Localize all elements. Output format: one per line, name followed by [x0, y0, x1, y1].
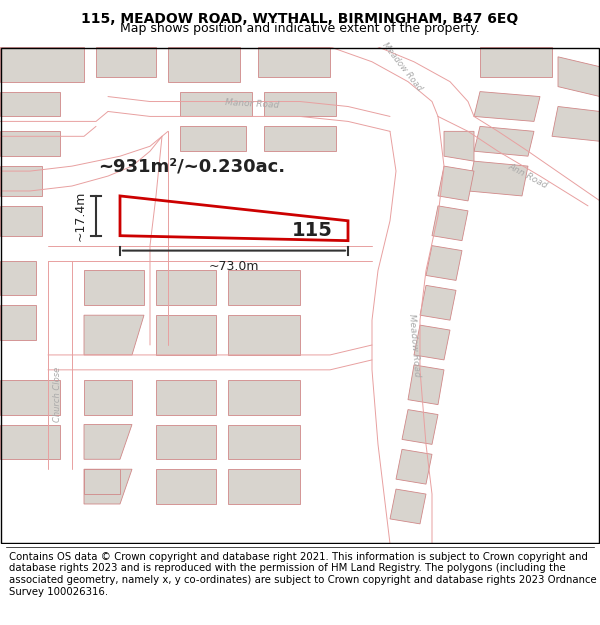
Polygon shape: [396, 449, 432, 484]
Polygon shape: [264, 92, 336, 116]
Polygon shape: [156, 380, 216, 414]
Bar: [1, 48, 599, 542]
Polygon shape: [426, 246, 462, 281]
Polygon shape: [0, 424, 60, 459]
Polygon shape: [420, 286, 456, 320]
Polygon shape: [228, 424, 300, 459]
Polygon shape: [84, 469, 132, 504]
Polygon shape: [414, 325, 450, 360]
Text: Ann Road: Ann Road: [506, 162, 550, 190]
Polygon shape: [228, 469, 300, 504]
Text: ~17.4m: ~17.4m: [74, 191, 87, 241]
Text: ~931m²/~0.230ac.: ~931m²/~0.230ac.: [98, 157, 286, 175]
Polygon shape: [0, 166, 42, 196]
Polygon shape: [474, 126, 534, 156]
Polygon shape: [438, 166, 474, 201]
Polygon shape: [84, 271, 144, 305]
Text: 115: 115: [292, 221, 332, 240]
Text: Contains OS data © Crown copyright and database right 2021. This information is : Contains OS data © Crown copyright and d…: [9, 552, 596, 597]
Polygon shape: [228, 380, 300, 414]
Polygon shape: [180, 92, 252, 116]
Polygon shape: [408, 365, 444, 404]
Text: Church Close: Church Close: [53, 367, 62, 423]
Polygon shape: [84, 469, 120, 494]
Polygon shape: [264, 126, 336, 151]
Polygon shape: [432, 206, 468, 241]
Polygon shape: [0, 131, 60, 156]
Polygon shape: [558, 57, 600, 96]
Polygon shape: [474, 92, 540, 121]
Polygon shape: [0, 305, 36, 340]
Polygon shape: [84, 424, 132, 459]
Polygon shape: [552, 106, 600, 141]
Text: Meadow Road: Meadow Road: [407, 313, 421, 377]
Text: ~73.0m: ~73.0m: [209, 259, 259, 272]
Polygon shape: [0, 47, 84, 82]
Polygon shape: [0, 380, 60, 414]
Polygon shape: [390, 489, 426, 524]
Polygon shape: [228, 271, 300, 305]
Polygon shape: [156, 315, 216, 355]
Polygon shape: [96, 47, 156, 77]
Polygon shape: [156, 271, 216, 305]
Polygon shape: [180, 126, 246, 151]
Polygon shape: [468, 161, 528, 196]
Text: Meadow Road: Meadow Road: [380, 41, 424, 92]
Polygon shape: [168, 47, 240, 82]
Polygon shape: [0, 92, 60, 116]
Polygon shape: [0, 261, 36, 295]
Polygon shape: [84, 315, 144, 355]
Polygon shape: [156, 469, 216, 504]
Polygon shape: [156, 424, 216, 459]
Polygon shape: [228, 315, 300, 355]
Text: 115, MEADOW ROAD, WYTHALL, BIRMINGHAM, B47 6EQ: 115, MEADOW ROAD, WYTHALL, BIRMINGHAM, B…: [82, 12, 518, 26]
Polygon shape: [480, 47, 552, 77]
Text: Manor Road: Manor Road: [225, 98, 279, 110]
Polygon shape: [444, 131, 474, 161]
Polygon shape: [84, 380, 132, 414]
Polygon shape: [258, 47, 330, 77]
Text: Map shows position and indicative extent of the property.: Map shows position and indicative extent…: [120, 22, 480, 35]
Polygon shape: [0, 206, 42, 236]
Polygon shape: [402, 409, 438, 444]
